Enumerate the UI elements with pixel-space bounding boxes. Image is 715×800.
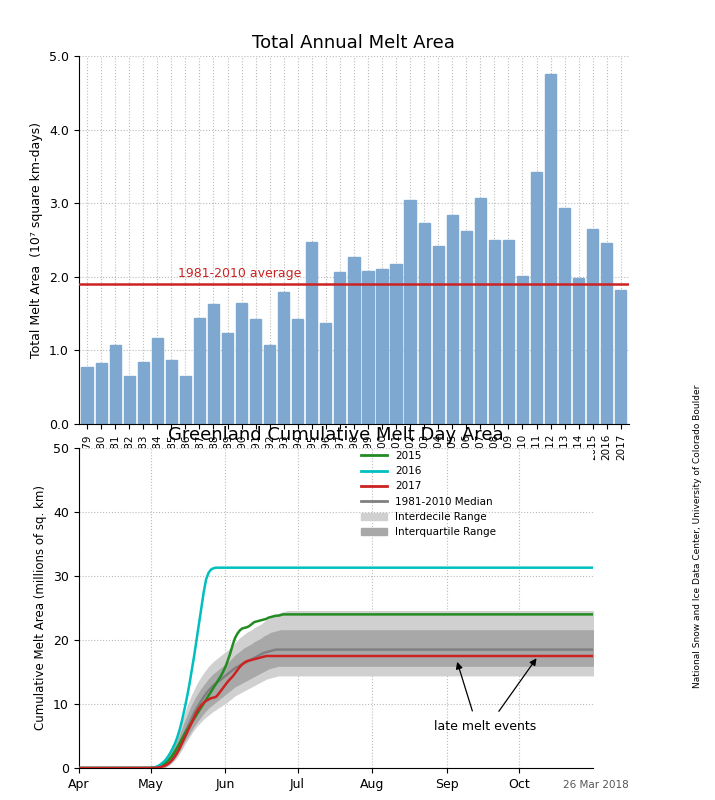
Bar [152, 338, 163, 424]
Bar [138, 362, 149, 424]
Bar [447, 215, 458, 424]
Bar [335, 272, 345, 424]
Bar [82, 366, 93, 424]
Bar [348, 257, 360, 424]
Bar [320, 323, 332, 424]
Bar [573, 278, 584, 424]
Y-axis label: Cumulative Melt Area (millions of sq. km): Cumulative Melt Area (millions of sq. km… [34, 486, 47, 730]
Bar [208, 304, 219, 424]
Bar [390, 263, 402, 424]
Text: National Snow and Ice Data Center, University of Colorado Boulder: National Snow and Ice Data Center, Unive… [693, 384, 701, 688]
Bar [503, 240, 514, 424]
Bar [194, 318, 205, 424]
Bar [559, 208, 571, 424]
Bar [531, 172, 542, 424]
Bar [376, 270, 388, 424]
Bar [179, 376, 191, 424]
Title: Total Annual Melt Area: Total Annual Melt Area [252, 34, 455, 52]
Bar [96, 363, 107, 424]
Bar [222, 334, 233, 424]
Bar [433, 246, 444, 424]
Bar [363, 271, 374, 424]
Bar [517, 276, 528, 424]
Bar [587, 229, 598, 424]
Bar [615, 290, 626, 424]
Text: late melt events: late melt events [434, 720, 536, 733]
Bar [489, 240, 500, 424]
Bar [475, 198, 486, 424]
Bar [124, 376, 135, 424]
Bar [405, 199, 415, 424]
Bar [236, 302, 247, 424]
Bar [306, 242, 317, 424]
Bar [545, 74, 556, 424]
Text: 26 Mar 2018: 26 Mar 2018 [563, 780, 629, 790]
Bar [166, 360, 177, 424]
Text: 1981-2010 average: 1981-2010 average [178, 266, 301, 280]
Bar [278, 291, 290, 424]
Title: Greenland Cumulative Melt Day Area: Greenland Cumulative Melt Day Area [168, 426, 504, 444]
Bar [292, 318, 303, 424]
Y-axis label: Total Melt Area  (10⁷ square km-days): Total Melt Area (10⁷ square km-days) [30, 122, 44, 358]
Bar [250, 318, 261, 424]
Legend: 2015, 2016, 2017, 1981-2010 Median, Interdecile Range, Interquartile Range: 2015, 2016, 2017, 1981-2010 Median, Inte… [357, 447, 500, 541]
Bar [460, 231, 472, 424]
Bar [418, 223, 430, 424]
Bar [264, 345, 275, 424]
Bar [601, 243, 612, 424]
Bar [109, 345, 121, 424]
